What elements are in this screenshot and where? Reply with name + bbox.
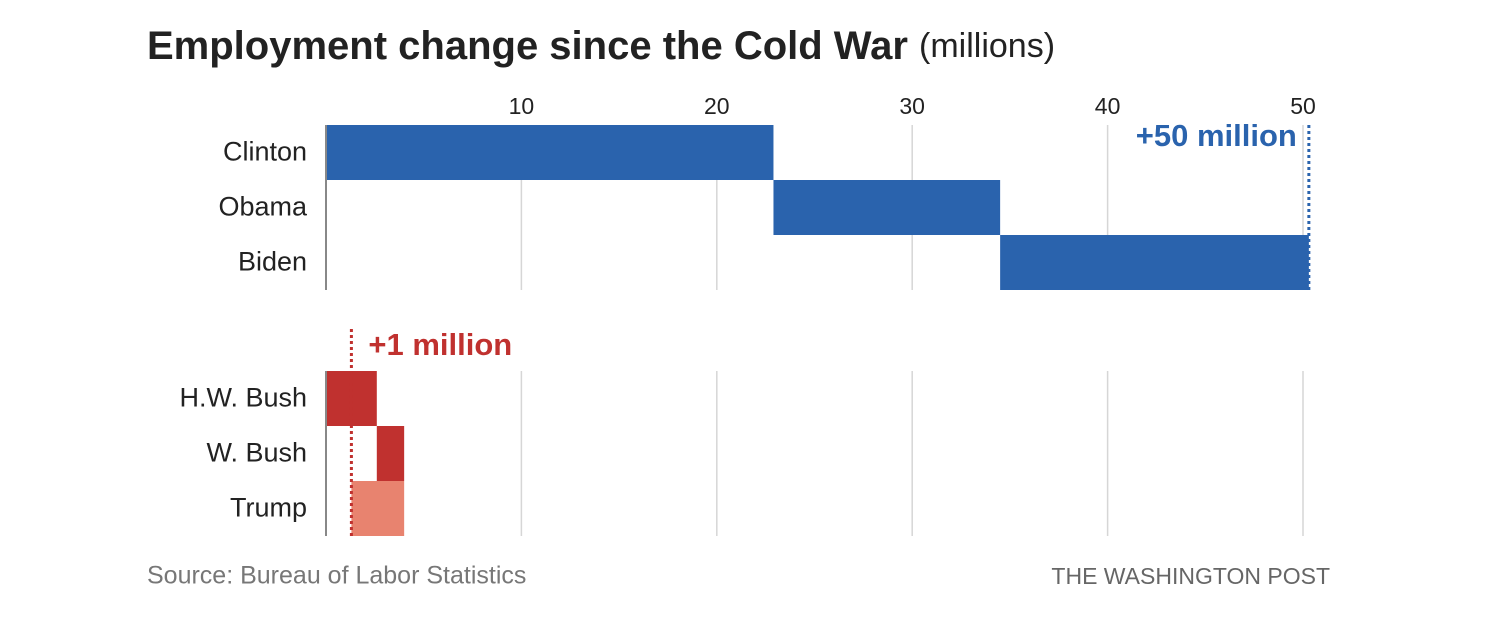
annotation: +1 million (368, 327, 512, 362)
category-label: Biden (238, 247, 307, 277)
category-label: Clinton (223, 137, 307, 167)
credit: THE WASHINGTON POST (1051, 563, 1330, 589)
bar (351, 481, 405, 536)
x-tick-label: 40 (1095, 93, 1121, 119)
category-label: W. Bush (206, 438, 307, 468)
category-label: Trump (230, 493, 307, 523)
annotation: +50 million (1136, 118, 1297, 153)
x-tick-label: 50 (1290, 93, 1316, 119)
bar (1000, 235, 1309, 290)
chart-title: Employment change since the Cold War (mi… (147, 24, 1055, 68)
bar (376, 426, 405, 481)
category-label: H.W. Bush (179, 383, 307, 413)
x-tick-label: 30 (899, 93, 925, 119)
category-label: Obama (218, 192, 308, 222)
x-tick-label: 20 (704, 93, 730, 119)
bar (326, 371, 377, 426)
source: Source: Bureau of Labor Statistics (147, 562, 526, 590)
title: Employment change since the Cold War (147, 24, 908, 68)
bar (326, 125, 774, 180)
subtitle: (millions) (919, 27, 1055, 65)
bar (773, 180, 1001, 235)
x-tick-label: 10 (509, 93, 535, 119)
